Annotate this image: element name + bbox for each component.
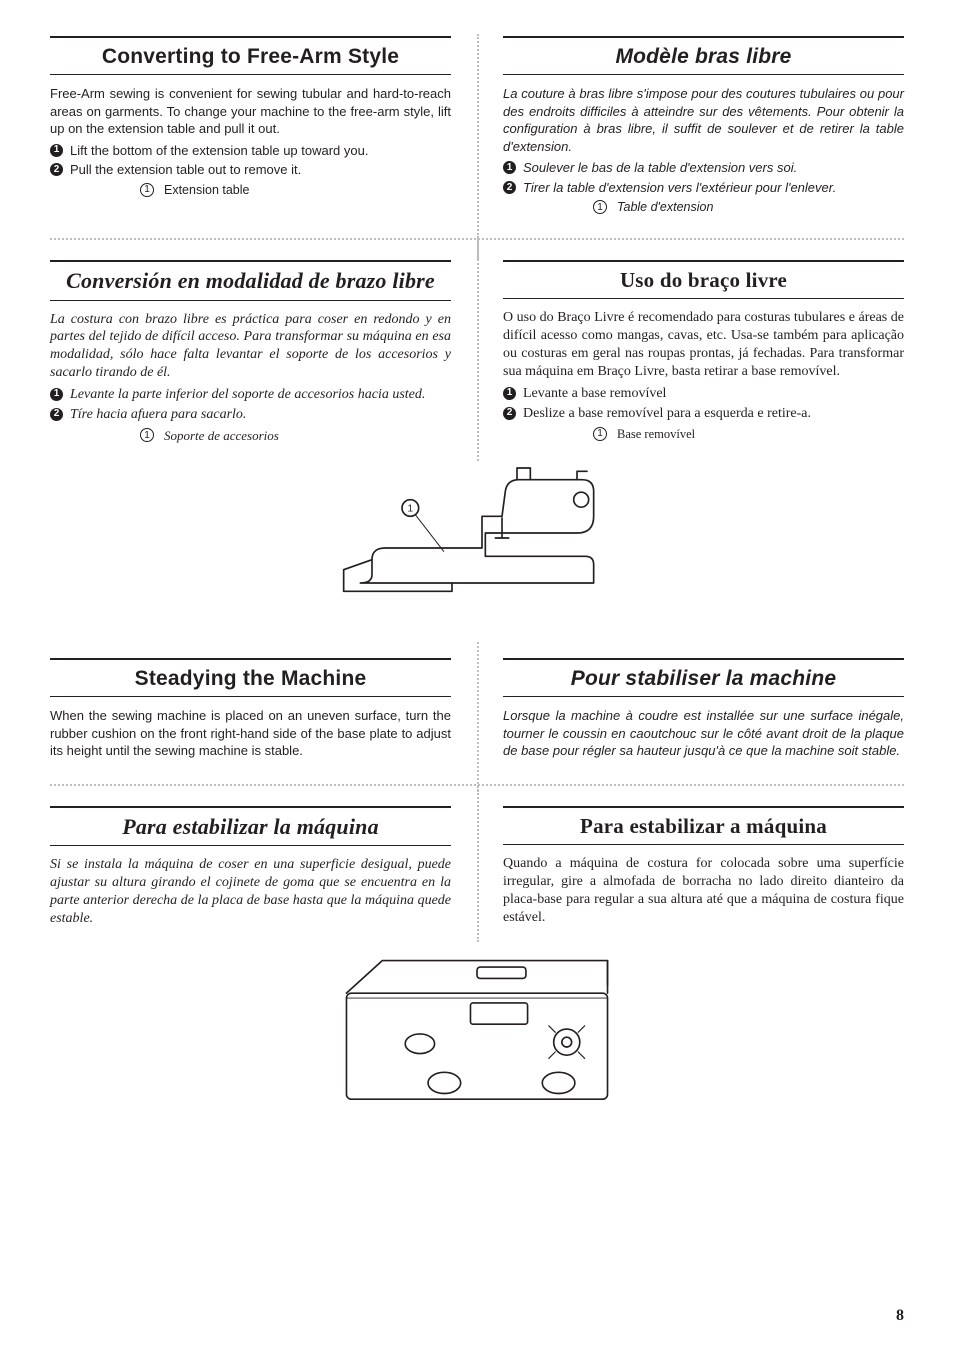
section-a-fr: Modèle bras libre La couture à bras libr… [477,36,904,214]
callout-text: Base removível [617,427,695,442]
callout-text: Extension table [164,183,249,197]
callout-marker: 1 [593,200,607,214]
section-a-row1: Converting to Free-Arm Style Free-Arm se… [50,36,904,214]
step-badge: 2 [50,163,63,176]
intro-fr: Lorsque la machine à coudre est installé… [503,707,904,760]
callout-text: Soporte de accesorios [164,428,279,444]
section-b-row1: Steadying the Machine When the sewing ma… [50,658,904,760]
step-item: 1 Levante la parte inferior del soporte d… [50,386,451,404]
step-text: Tirer la table d'extension vers l'extéri… [523,180,836,195]
callout-es: 1 Soporte de accesorios [50,428,451,444]
heading-rule-bottom [50,696,451,697]
vertical-separator [477,34,479,259]
step-item: 1 Levante a base removível [503,385,904,403]
callout-text: Table d'extension [617,200,713,214]
intro-fr: La couture à bras libre s'impose pour de… [503,85,904,155]
step-item: 1 Lift the bottom of the extension table … [50,142,451,160]
heading-en: Steadying the Machine [50,660,451,696]
callout-marker: 1 [593,427,607,441]
heading-fr: Modèle bras libre [503,38,904,74]
intro-en: Free-Arm sewing is convenient for sewing… [50,85,451,138]
heading-pt: Uso do braço livre [503,262,904,298]
step-text: Pull the extension table out to remove i… [70,162,301,177]
svg-text:1: 1 [408,503,414,514]
heading-rule-bottom [503,298,904,299]
section-b-en: Steadying the Machine When the sewing ma… [50,658,477,760]
intro-es: Si se instala la máquina de coser en una… [50,856,451,928]
heading-rule-bottom [503,74,904,75]
page-number: 8 [896,1307,904,1325]
callout-pt: 1 Base removível [503,427,904,442]
callout-en: 1 Extension table [50,183,451,197]
step-item: 2 Deslize a base removível para a esquerd… [503,405,904,423]
section-a-en: Converting to Free-Arm Style Free-Arm se… [50,36,477,214]
step-text: Deslize a base removível para a esquerda… [523,406,811,421]
step-badge: 2 [50,408,63,421]
intro-en: When the sewing machine is placed on an … [50,707,451,760]
heading-rule-bottom [503,696,904,697]
document-page: Converting to Free-Arm Style Free-Arm se… [0,0,954,1351]
step-item: 2 Tíre hacia afuera para sacarlo. [50,406,451,424]
callout-fr: 1 Table d'extension [503,200,904,214]
heading-rule-bottom [503,844,904,845]
heading-en: Converting to Free-Arm Style [50,38,451,74]
intro-es: La costura con brazo libre es práctica p… [50,311,451,383]
section-b-fr: Pour stabiliser la machine Lorsque la ma… [477,658,904,760]
section-b-es: Para estabilizar la máquina Si se instal… [50,806,477,928]
step-text: Lift the bottom of the extension table u… [70,143,368,158]
step-badge: 1 [50,388,63,401]
base-plate-icon [322,944,632,1119]
section-b-row2: Para estabilizar la máquina Si se instal… [50,806,904,928]
vertical-separator [477,782,479,942]
step-text: Soulever le bas de la table d'extension … [523,160,797,175]
step-item: 2 Tirer la table d'extension vers l'extér… [503,179,904,197]
callout-marker: 1 [140,428,154,442]
sewing-machine-icon: 1 [327,458,627,608]
step-badge: 1 [503,161,516,174]
step-badge: 2 [503,181,516,194]
section-a-row2: Conversión en modalidad de brazo libre L… [50,260,904,444]
step-badge: 1 [503,387,516,400]
step-text: Tíre hacia afuera para sacarlo. [70,407,246,422]
step-text: Levante a base removível [523,386,666,401]
figure-base-plate [50,944,904,1119]
intro-pt: Quando a máquina de costura for colocada… [503,855,904,927]
figure-free-arm: 1 [50,458,904,608]
steps-fr: 1 Soulever le bas de la table d'extension… [503,159,904,196]
step-badge: 2 [503,407,516,420]
step-text: Levante la parte inferior del soporte de… [70,387,425,402]
step-item: 2 Pull the extension table out to remove … [50,161,451,179]
heading-fr: Pour stabiliser la machine [503,660,904,696]
section-a-es: Conversión en modalidad de brazo libre L… [50,260,477,444]
vertical-separator [477,236,479,461]
step-item: 1 Soulever le bas de la table d'extension… [503,159,904,177]
heading-es: Para estabilizar la máquina [50,808,451,845]
step-badge: 1 [50,144,63,157]
heading-rule-bottom [50,300,451,301]
steps-en: 1 Lift the bottom of the extension table … [50,142,451,179]
heading-rule-bottom [50,74,451,75]
steps-pt: 1 Levante a base removível 2 Deslize a bas… [503,385,904,423]
section-b-pt: Para estabilizar a máquina Quando a máqu… [477,806,904,928]
section-a-pt: Uso do braço livre O uso do Braço Livre … [477,260,904,444]
vertical-separator [477,642,479,792]
steps-es: 1 Levante la parte inferior del soporte d… [50,386,451,424]
callout-marker: 1 [140,183,154,197]
intro-pt: O uso do Braço Livre é recomendado para … [503,309,904,381]
heading-es: Conversión en modalidad de brazo libre [50,262,451,299]
heading-rule-bottom [50,845,451,846]
heading-pt: Para estabilizar a máquina [503,808,904,844]
